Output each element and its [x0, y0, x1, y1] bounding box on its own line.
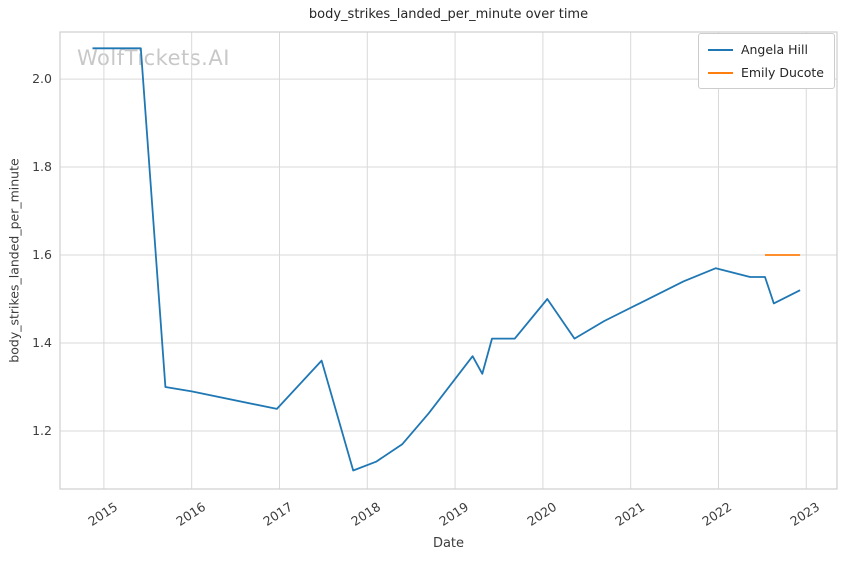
- plot-border: [59, 31, 838, 490]
- series-line-angela-hill: [92, 47, 801, 472]
- legend-line-sample-blue: [707, 48, 733, 51]
- legend-label: Angela Hill: [740, 42, 808, 57]
- y-tick-label-2: 2.0: [32, 71, 52, 87]
- y-tick-label-1.8: 1.8: [32, 159, 52, 175]
- x-axis-label: Date: [432, 536, 465, 551]
- y-tick-label-1.4: 1.4: [32, 334, 52, 350]
- y-tick-label-1.6: 1.6: [32, 247, 52, 262]
- legend: Angela Hill Emily Ducote: [697, 33, 835, 89]
- chart-title: body_strikes_landed_per_minute over time: [308, 7, 589, 22]
- legend-item-angela-hill: Angela Hill: [707, 42, 824, 57]
- legend-item-emily-ducote: Emily Ducote: [707, 65, 824, 80]
- watermark: WolfTickets.AI: [77, 46, 230, 70]
- legend-line-sample-orange: [707, 71, 733, 74]
- y-axis-label: body_strikes_landed_per_minute: [6, 158, 22, 363]
- legend-label: Emily Ducote: [740, 65, 824, 80]
- y-tick-label-1.2: 1.2: [32, 422, 52, 438]
